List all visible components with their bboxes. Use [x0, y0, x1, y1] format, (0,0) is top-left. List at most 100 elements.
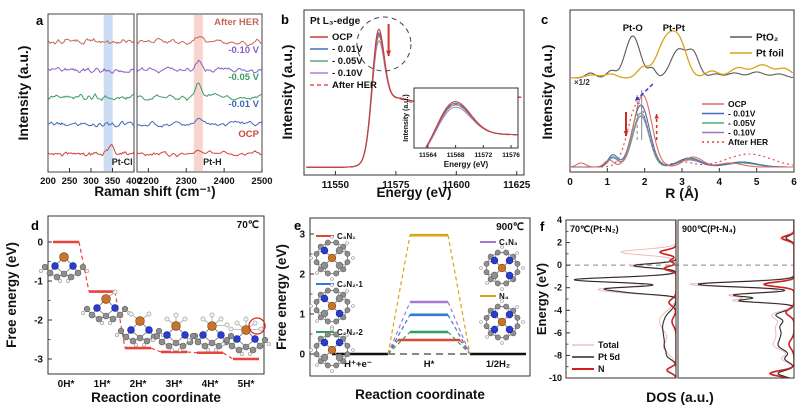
- trace-OCP: [136, 149, 263, 158]
- x-tick: 400: [126, 176, 142, 187]
- trace--0.10 V: [136, 59, 263, 74]
- y-tick: 2: [557, 238, 562, 248]
- x-state-label: 2H*: [130, 379, 147, 390]
- inset-curves: [424, 101, 518, 148]
- band-label-Pt-H: Pt-H: [203, 157, 222, 167]
- x-state-label: 4H*: [202, 379, 219, 390]
- legend-label: PtO₂: [756, 33, 778, 44]
- legend-label: C₂N₂-1: [337, 280, 363, 289]
- peak-label-Pt-Pt: Pt-Pt: [663, 23, 686, 34]
- temperature-label: 70℃: [237, 220, 259, 231]
- x-tick: 2: [642, 177, 648, 188]
- inset-y-label: Intensity (a.u.): [403, 94, 410, 141]
- legend-label: - 0.05V: [332, 56, 363, 67]
- inset-x-tick: 11568: [447, 152, 465, 159]
- x-tick: 2500: [251, 176, 272, 187]
- legend-label: OCP: [332, 32, 353, 43]
- connector-N₄: [387, 235, 411, 355]
- trace-After HER: [136, 36, 263, 47]
- legend-label: Pt foil: [756, 49, 784, 60]
- series-OCP: [570, 94, 793, 168]
- molecule-inset-side: [38, 252, 90, 284]
- x-tick: 300: [83, 176, 99, 187]
- panel-d-free-energy-70C: 0 -1 -2 -3 70℃ 0H* 1H* 2H* 3H* 4H* 5H* Reaction coo…: [4, 215, 271, 405]
- axes-box: [136, 13, 263, 173]
- molecule-inset-top: [479, 299, 525, 345]
- y-tick: 0: [557, 260, 562, 270]
- molecule-inset-top: [309, 327, 355, 373]
- x-axis-label: Reaction coordinate: [91, 390, 221, 405]
- x-tick: 11625: [503, 180, 531, 191]
- level-connector: [114, 291, 126, 349]
- y-axis-label: Free energy (eV): [274, 244, 289, 350]
- dos-series-Pt 5d: [697, 220, 794, 378]
- trace--0.01 V: [47, 120, 135, 128]
- x-state-label: 1H*: [94, 379, 111, 390]
- y-tick: 4: [557, 215, 562, 225]
- legend-label: Total: [598, 340, 619, 350]
- subpanel-title: 70℃(Pt-N₂): [570, 224, 619, 234]
- x-tick: 3: [679, 177, 685, 188]
- legend-label: - 0.01V: [332, 44, 363, 55]
- red-down-arrow-head: [623, 131, 629, 136]
- legend-label: N₄: [499, 292, 509, 301]
- axes-box: [309, 217, 531, 377]
- trace-label: -0.10 V: [228, 45, 259, 56]
- trace-OCP: [47, 144, 135, 157]
- inset-x-tick: 11572: [474, 152, 492, 159]
- panel-label-a: a: [36, 13, 44, 28]
- y-tick: 1: [299, 310, 305, 321]
- scale-note: ×1/2: [574, 78, 590, 87]
- y-tick: -8: [554, 350, 562, 360]
- y-tick: -4: [554, 305, 562, 315]
- x-tick: 6: [791, 177, 797, 188]
- y-axis-label: Intensity (a.u.): [539, 45, 555, 140]
- dos-series-N: [659, 220, 676, 378]
- legend-label: - 0.10V: [332, 68, 363, 79]
- axes-box: [303, 9, 525, 176]
- molecule-inset-top: [309, 283, 355, 329]
- panel-f-dos-chart: 70℃(Pt-N₂) 900℃(Pt-N₄) 4 2 0 -2 -4 -6 -8 -10 Total…: [534, 215, 795, 405]
- x-tick: 2200: [138, 176, 159, 187]
- dos-curves-1: [689, 220, 794, 378]
- trace-label: -0.01 V: [228, 99, 259, 110]
- legend-label: - 0.05V: [728, 118, 756, 128]
- molecule-inset-side: [81, 289, 132, 326]
- legend-label: C₁N₃: [499, 238, 518, 247]
- panel-label-d: d: [31, 218, 39, 233]
- legend-label: After HER: [728, 137, 768, 147]
- x-tick: 0: [567, 177, 573, 188]
- inset-series-OCP: [424, 101, 518, 148]
- legend-label: Pt 5d: [598, 352, 620, 362]
- molecule-inset-side: [221, 316, 271, 357]
- inset-x-label: Energy (eV): [444, 160, 489, 169]
- legend-label: - 0.10V: [728, 128, 756, 138]
- y-tick: -10: [549, 373, 562, 383]
- y-axis-label: Energy (eV): [534, 263, 549, 335]
- molecule-inset-side: [115, 311, 166, 348]
- legend-label: - 0.01V: [728, 109, 756, 119]
- x-state-label: 0H*: [58, 379, 75, 390]
- axes-box: [677, 219, 795, 379]
- series-PtO2: [571, 35, 793, 79]
- level-connector: [222, 352, 234, 360]
- peak-label-Pt-O: Pt-O: [623, 23, 643, 34]
- level-connector: [150, 347, 162, 353]
- x-tick: 200: [40, 176, 56, 187]
- inset-x-tick: 11564: [419, 152, 437, 159]
- axes-box: [47, 13, 135, 173]
- y-tick: -2: [34, 316, 43, 327]
- panel-label-b: b: [281, 12, 289, 27]
- dos-series-Total: [689, 220, 794, 378]
- x-axis-label: DOS (a.u.): [646, 389, 714, 405]
- dos-curves-0: [573, 220, 676, 378]
- panel-b-xanes-chart: 11550 11575 11600 11625 Pt L₃-edge OCP- 0.01V…: [279, 9, 531, 200]
- y-axis-label: Intensity (a.u.): [279, 45, 295, 140]
- band-label-Pt-Cl: Pt-Cl: [112, 157, 133, 167]
- molecule-inset-top: [309, 235, 355, 281]
- x-tick: 5: [754, 177, 760, 188]
- red-dashed-up-arrow-head: [654, 114, 659, 119]
- inset-x-tick: 11576: [502, 152, 520, 159]
- h2-circle-annotation: [248, 317, 266, 335]
